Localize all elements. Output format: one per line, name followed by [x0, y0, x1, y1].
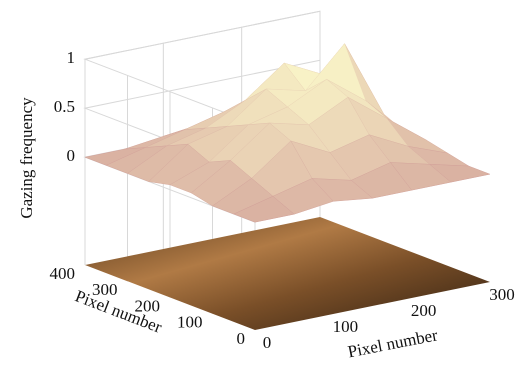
- y-tick-label: 100: [177, 313, 203, 332]
- x-axis-title: Pixel number: [346, 325, 439, 361]
- z-tick-label: 1: [67, 48, 76, 67]
- z-tick-label: 0.5: [54, 97, 75, 116]
- x-tick-label: 300: [489, 285, 515, 304]
- y-tick-label: 400: [50, 264, 76, 283]
- page: {"chart_data": { "type": "surface", "x_l…: [0, 0, 532, 367]
- z-tick-label: 0: [67, 146, 76, 165]
- x-tick-label: 0: [263, 333, 272, 352]
- chart: 0100200300010020030040000.51Pixel number…: [0, 0, 532, 367]
- surface: [85, 44, 490, 223]
- z-axis-title: Gazing frequency: [17, 97, 36, 219]
- y-tick-label: 0: [237, 329, 246, 348]
- x-tick-label: 100: [333, 317, 359, 336]
- x-tick-label: 200: [411, 301, 437, 320]
